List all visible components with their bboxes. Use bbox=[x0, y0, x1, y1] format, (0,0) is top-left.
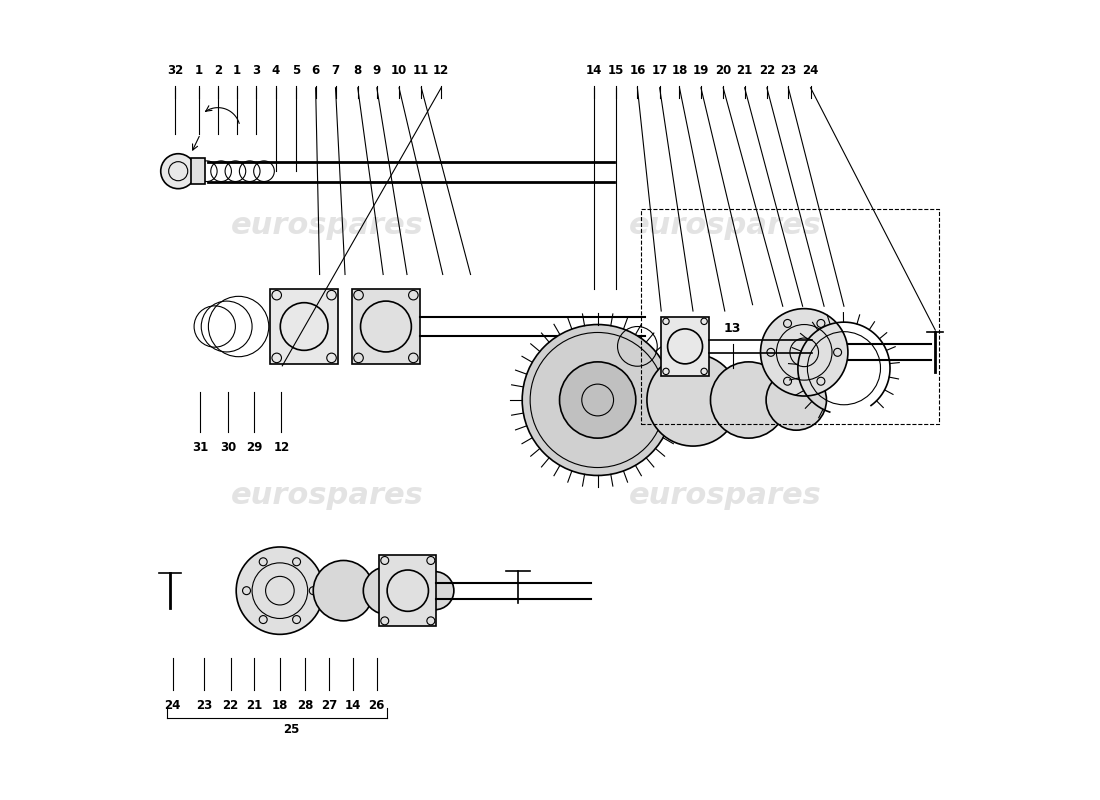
Bar bbox=[191, 158, 206, 184]
Text: 29: 29 bbox=[246, 441, 263, 454]
Circle shape bbox=[314, 561, 374, 621]
Text: 5: 5 bbox=[292, 64, 300, 77]
Text: eurospares: eurospares bbox=[628, 210, 822, 240]
Text: 23: 23 bbox=[196, 699, 212, 712]
Text: 25: 25 bbox=[284, 723, 300, 736]
Text: 16: 16 bbox=[629, 64, 646, 77]
Text: eurospares: eurospares bbox=[231, 210, 424, 240]
Bar bbox=[661, 317, 708, 376]
Bar bbox=[271, 289, 338, 364]
Text: 4: 4 bbox=[272, 64, 280, 77]
Text: 24: 24 bbox=[165, 699, 180, 712]
Text: 7: 7 bbox=[331, 64, 340, 77]
Text: 6: 6 bbox=[311, 64, 320, 77]
Text: 18: 18 bbox=[671, 64, 688, 77]
Text: 14: 14 bbox=[585, 64, 602, 77]
Circle shape bbox=[363, 567, 411, 614]
Text: 26: 26 bbox=[368, 699, 385, 712]
Text: 30: 30 bbox=[220, 441, 236, 454]
Bar bbox=[352, 289, 420, 364]
Text: 20: 20 bbox=[715, 64, 732, 77]
Text: 12: 12 bbox=[433, 64, 449, 77]
Circle shape bbox=[522, 325, 673, 475]
Text: 22: 22 bbox=[759, 64, 775, 77]
Text: 15: 15 bbox=[608, 64, 624, 77]
Text: 18: 18 bbox=[272, 699, 288, 712]
Circle shape bbox=[647, 354, 739, 446]
Text: 11: 11 bbox=[414, 64, 429, 77]
Bar bbox=[641, 210, 939, 424]
Text: 10: 10 bbox=[390, 64, 407, 77]
Text: 14: 14 bbox=[344, 699, 361, 712]
Text: 1: 1 bbox=[195, 64, 202, 77]
Circle shape bbox=[161, 154, 196, 189]
Text: 24: 24 bbox=[802, 64, 818, 77]
Text: 21: 21 bbox=[246, 699, 263, 712]
Text: 32: 32 bbox=[167, 64, 183, 77]
Circle shape bbox=[711, 362, 786, 438]
Circle shape bbox=[416, 571, 454, 610]
Text: 17: 17 bbox=[651, 64, 668, 77]
Text: 21: 21 bbox=[737, 64, 752, 77]
Circle shape bbox=[236, 547, 323, 634]
Text: 19: 19 bbox=[693, 64, 710, 77]
Text: 3: 3 bbox=[252, 64, 260, 77]
Text: 2: 2 bbox=[213, 64, 222, 77]
Bar bbox=[379, 555, 437, 626]
Text: 1: 1 bbox=[233, 64, 241, 77]
Text: 13: 13 bbox=[724, 322, 741, 335]
Text: 28: 28 bbox=[297, 699, 313, 712]
Circle shape bbox=[766, 370, 826, 430]
Text: 23: 23 bbox=[780, 64, 796, 77]
Circle shape bbox=[760, 309, 848, 396]
Text: 27: 27 bbox=[321, 699, 338, 712]
Circle shape bbox=[560, 362, 636, 438]
Text: 22: 22 bbox=[222, 699, 239, 712]
Text: eurospares: eurospares bbox=[628, 481, 822, 510]
Text: 8: 8 bbox=[353, 64, 362, 77]
Text: 31: 31 bbox=[192, 441, 209, 454]
Text: 12: 12 bbox=[274, 441, 289, 454]
Text: eurospares: eurospares bbox=[231, 481, 424, 510]
Text: 9: 9 bbox=[373, 64, 381, 77]
